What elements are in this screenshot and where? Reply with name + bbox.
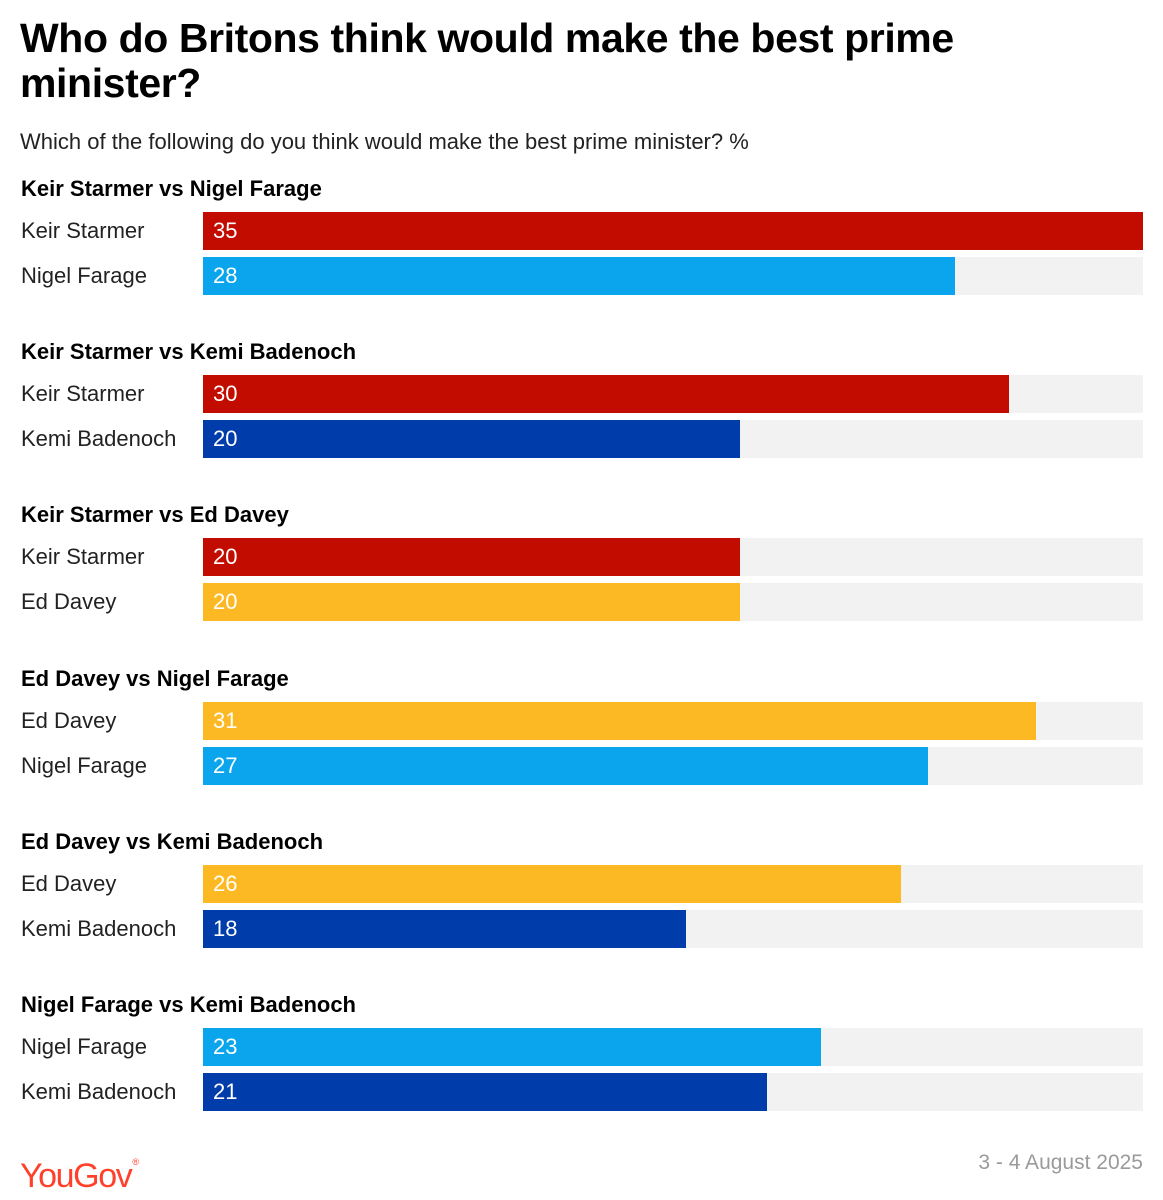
data-label: 20 <box>213 589 238 615</box>
bar-kemi-badenoch: 20 <box>203 420 741 459</box>
bar-label-nigel-farage: Nigel Farage <box>21 752 147 778</box>
bar-track: 20 <box>203 583 1143 622</box>
bar-label-keir-starmer: Keir Starmer <box>21 381 145 407</box>
bar-track: 26 <box>203 864 1143 903</box>
logo-registered-mark: ® <box>132 1157 139 1167</box>
bar-track: 30 <box>203 375 1143 414</box>
bar-track: 20 <box>203 538 1143 577</box>
data-label: 30 <box>213 381 238 407</box>
group-title-nigel-farage-vs-kemi-badenoch: Nigel Farage vs Kemi Badenoch <box>21 992 356 1017</box>
bar-track: 23 <box>203 1028 1143 1066</box>
data-label: 26 <box>213 870 238 896</box>
bar-track: 27 <box>203 746 1143 785</box>
logo-text: YouGov <box>20 1157 133 1195</box>
bar-label-ed-davey: Ed Davey <box>21 870 117 896</box>
bar-ed-davey: 20 <box>203 583 741 622</box>
bar-keir-starmer: 20 <box>203 538 741 577</box>
group-title-keir-starmer-vs-ed-davey: Keir Starmer vs Ed Davey <box>21 502 289 528</box>
bar-track: 28 <box>203 257 1143 295</box>
data-label: 20 <box>213 426 238 452</box>
yougov-logo: YouGov® <box>20 1142 139 1196</box>
data-label: 27 <box>213 752 238 778</box>
bar-track: 21 <box>203 1073 1143 1111</box>
bar-label-nigel-farage: Nigel Farage <box>21 1034 147 1059</box>
bar-label-kemi-badenoch: Kemi Badenoch <box>21 426 177 452</box>
group-title-ed-davey-vs-kemi-badenoch: Ed Davey vs Kemi Badenoch <box>21 828 324 854</box>
group-title-keir-starmer-vs-nigel-farage: Keir Starmer vs Nigel Farage <box>21 176 322 201</box>
bar-keir-starmer: 30 <box>203 375 1009 414</box>
data-label: 28 <box>213 263 238 288</box>
bar-label-kemi-badenoch: Kemi Badenoch <box>21 915 177 941</box>
bar-track: 35 <box>203 212 1143 250</box>
bar-keir-starmer: 35 <box>203 212 1143 250</box>
bar-label-keir-starmer: Keir Starmer <box>21 544 145 570</box>
bar-ed-davey: 26 <box>203 864 902 903</box>
data-label: 20 <box>213 544 238 570</box>
bar-kemi-badenoch: 21 <box>203 1073 767 1111</box>
bar-track: 31 <box>203 701 1143 740</box>
data-label: 35 <box>213 218 238 243</box>
data-label: 18 <box>213 915 238 941</box>
bar-label-ed-davey: Ed Davey <box>21 707 117 733</box>
bar-nigel-farage: 28 <box>203 257 955 295</box>
bar-track: 18 <box>203 909 1143 948</box>
bar-nigel-farage: 23 <box>203 1028 821 1066</box>
bar-label-ed-davey: Ed Davey <box>21 589 117 615</box>
chart-subtitle: Which of the following do you think woul… <box>20 129 749 154</box>
data-label: 23 <box>213 1034 238 1059</box>
page-title: Who do Britons think would make the best… <box>20 15 954 106</box>
survey-date: 3 - 4 August 2025 <box>978 1151 1143 1174</box>
bar-nigel-farage: 27 <box>203 746 929 785</box>
data-label: 31 <box>213 707 238 733</box>
data-label: 21 <box>213 1079 238 1104</box>
bar-label-keir-starmer: Keir Starmer <box>21 218 145 243</box>
bar-label-kemi-badenoch: Kemi Badenoch <box>21 1079 177 1104</box>
group-title-ed-davey-vs-nigel-farage: Ed Davey vs Nigel Farage <box>21 665 289 691</box>
bar-label-nigel-farage: Nigel Farage <box>21 263 147 288</box>
bar-kemi-badenoch: 18 <box>203 909 687 948</box>
group-title-keir-starmer-vs-kemi-badenoch: Keir Starmer vs Kemi Badenoch <box>21 339 357 365</box>
bar-ed-davey: 31 <box>203 701 1036 740</box>
bar-track: 20 <box>203 420 1143 459</box>
